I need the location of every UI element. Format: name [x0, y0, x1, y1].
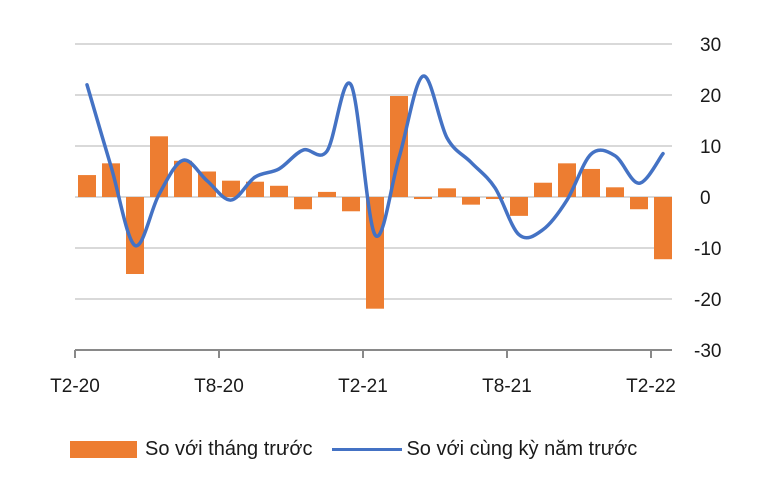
y-tick-label: 0 — [700, 188, 711, 209]
bar — [414, 197, 432, 200]
y-tick-label: -30 — [694, 341, 721, 362]
bar-series-month-over-month — [78, 96, 672, 309]
blue-line-swatch-icon — [332, 447, 403, 451]
y-tick-label: 30 — [700, 35, 721, 56]
bar — [294, 197, 312, 210]
bar — [270, 185, 288, 197]
legend-item-year-over-year: So với cùng kỳ năm trước — [332, 438, 637, 461]
bar — [318, 191, 336, 197]
bar — [534, 182, 552, 197]
bar — [246, 181, 264, 197]
bar — [630, 197, 648, 210]
y-tick-label: -20 — [694, 290, 721, 311]
bar — [78, 175, 96, 197]
bar — [222, 180, 240, 197]
bar — [510, 197, 528, 216]
line-series-year-over-year — [85, 74, 665, 248]
x-tick-label: T8-20 — [194, 376, 244, 397]
bar — [582, 168, 600, 197]
y-tick-label: 20 — [700, 86, 721, 107]
x-tick-label: T2-21 — [338, 376, 388, 397]
y-tick-label: -10 — [694, 239, 721, 260]
orange-bar-swatch-icon — [70, 440, 137, 458]
legend: So với tháng trước So với cùng kỳ năm tr… — [70, 434, 637, 464]
bar — [174, 160, 192, 197]
x-tick-label: T2-20 — [50, 376, 100, 397]
legend-item-month-over-month: So với tháng trước — [70, 438, 312, 461]
yoy-line — [85, 74, 665, 248]
bar — [486, 197, 504, 200]
bar — [342, 197, 360, 212]
bar — [126, 197, 144, 275]
x-tick-label: T2-22 — [626, 376, 676, 397]
x-tick-label: T8-21 — [482, 376, 532, 397]
legend-label: So với cùng kỳ năm trước — [406, 437, 638, 460]
bar — [150, 136, 168, 197]
bar — [438, 188, 456, 197]
bar — [606, 187, 624, 197]
x-axis: T2-20 T8-20 T2-21 T8-21 T2-22 — [50, 349, 676, 397]
y-tick-label: 10 — [700, 137, 721, 158]
bar — [462, 197, 480, 205]
legend-label: So với tháng trước — [145, 437, 313, 460]
y-axis-right: 30 20 10 0 -10 -20 -30 — [694, 35, 721, 362]
bar — [654, 197, 672, 260]
